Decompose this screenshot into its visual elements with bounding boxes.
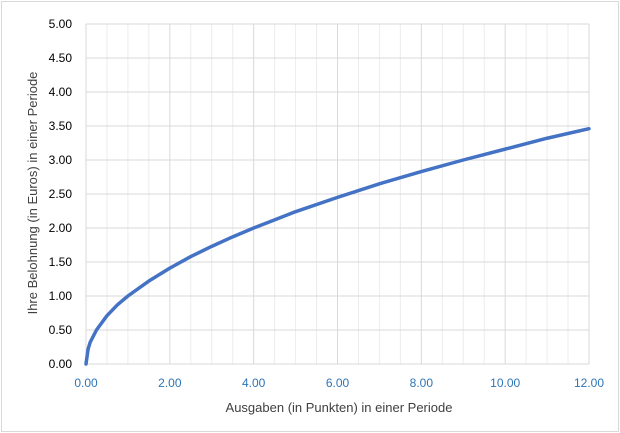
y-axis-title: Ihre Belohnung (in Euros) in einer Perio… xyxy=(25,72,40,315)
major-gridlines xyxy=(85,23,590,365)
x-tick-label: 2.00 xyxy=(158,376,182,390)
y-tick-label: 0.00 xyxy=(49,357,73,371)
y-tick-label: 3.50 xyxy=(49,119,73,133)
y-tick-label: 4.50 xyxy=(49,51,73,65)
y-tick-label: 2.50 xyxy=(49,187,73,201)
y-tick-label: 1.50 xyxy=(49,255,73,269)
x-tick-label: 8.00 xyxy=(410,376,434,390)
series-line xyxy=(84,126,591,366)
x-tick-label: 10.00 xyxy=(490,376,520,390)
y-tick-label: 5.00 xyxy=(49,17,73,31)
x-axis-title: Ausgaben (in Punkten) in einer Periode xyxy=(226,400,453,415)
x-tick-label: 6.00 xyxy=(326,376,350,390)
x-tick-label: 0.00 xyxy=(74,376,98,390)
y-tick-label: 2.00 xyxy=(49,221,73,235)
y-tick-label: 4.00 xyxy=(49,85,73,99)
y-tick-label: 3.00 xyxy=(49,153,73,167)
x-tick-label: 12.00 xyxy=(574,376,604,390)
x-tick-labels: 0.00 2.00 4.00 6.00 8.00 10.00 12.00 xyxy=(74,376,604,390)
y-tick-labels: 0.00 0.50 1.00 1.50 2.00 2.50 3.00 3.50 4.00 4.50… xyxy=(49,17,73,371)
x-tick-label: 4.00 xyxy=(242,376,266,390)
y-tick-label: 0.50 xyxy=(49,323,73,337)
series-layer xyxy=(84,126,591,366)
y-tick-label: 1.00 xyxy=(49,289,73,303)
